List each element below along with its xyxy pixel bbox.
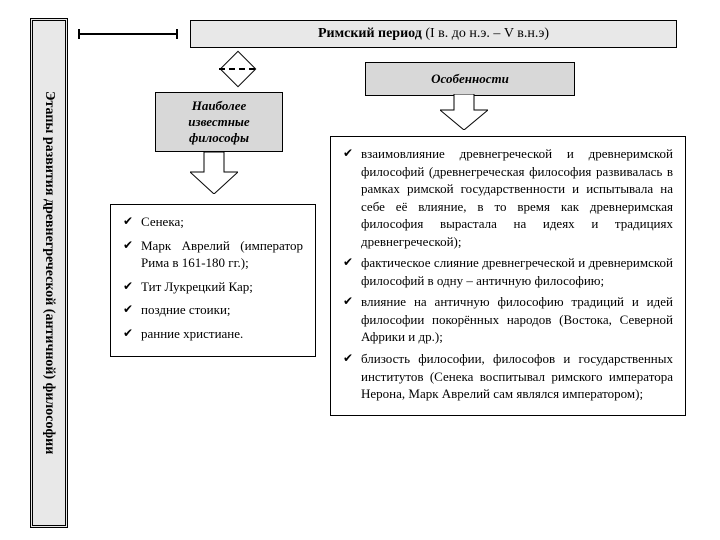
list-item: близость философии, философов и государс… — [357, 350, 673, 403]
list-item: фактическое слияние древнегреческой и др… — [357, 254, 673, 289]
sub-heading-philosophers-text: Наиболее известные философы — [160, 98, 278, 146]
features-list: взаимовлияние древнегреческой и древнери… — [343, 145, 673, 403]
features-box: взаимовлияние древнегреческой и древнери… — [330, 136, 686, 416]
philosophers-box: Сенека; Марк Аврелий (император Рима в 1… — [110, 204, 316, 357]
sidebar-title: Этапы развития древнегреческой (античной… — [41, 91, 57, 454]
list-item: ранние христиане. — [137, 325, 303, 343]
sub-heading-features-text: Особенности — [431, 71, 509, 87]
period-title-rest: (I в. до н.э. – V в.н.э) — [422, 26, 549, 41]
sub-heading-features: Особенности — [365, 62, 575, 96]
list-item: Марк Аврелий (император Рима в 161-180 г… — [137, 237, 303, 272]
list-item: Сенека; — [137, 213, 303, 231]
connector-sidebar-title — [78, 33, 178, 35]
arrow-down-left — [190, 152, 238, 194]
period-title: Римский период (I в. до н.э. – V в.н.э) — [190, 20, 677, 48]
list-item: влияние на античную философию традиций и… — [357, 293, 673, 346]
list-item: поздние стоики; — [137, 301, 303, 319]
arrow-down-right — [440, 94, 488, 130]
list-item: взаимовлияние древнегреческой и древнери… — [357, 145, 673, 250]
sidebar-stages: Этапы развития древнегреческой (античной… — [30, 18, 68, 528]
period-title-bold: Римский период — [318, 26, 422, 41]
sub-heading-philosophers: Наиболее известные философы — [155, 92, 283, 152]
philosophers-list: Сенека; Марк Аврелий (император Рима в 1… — [123, 213, 303, 342]
diamond-dash — [219, 68, 255, 70]
list-item: Тит Лукрецкий Кар; — [137, 278, 303, 296]
